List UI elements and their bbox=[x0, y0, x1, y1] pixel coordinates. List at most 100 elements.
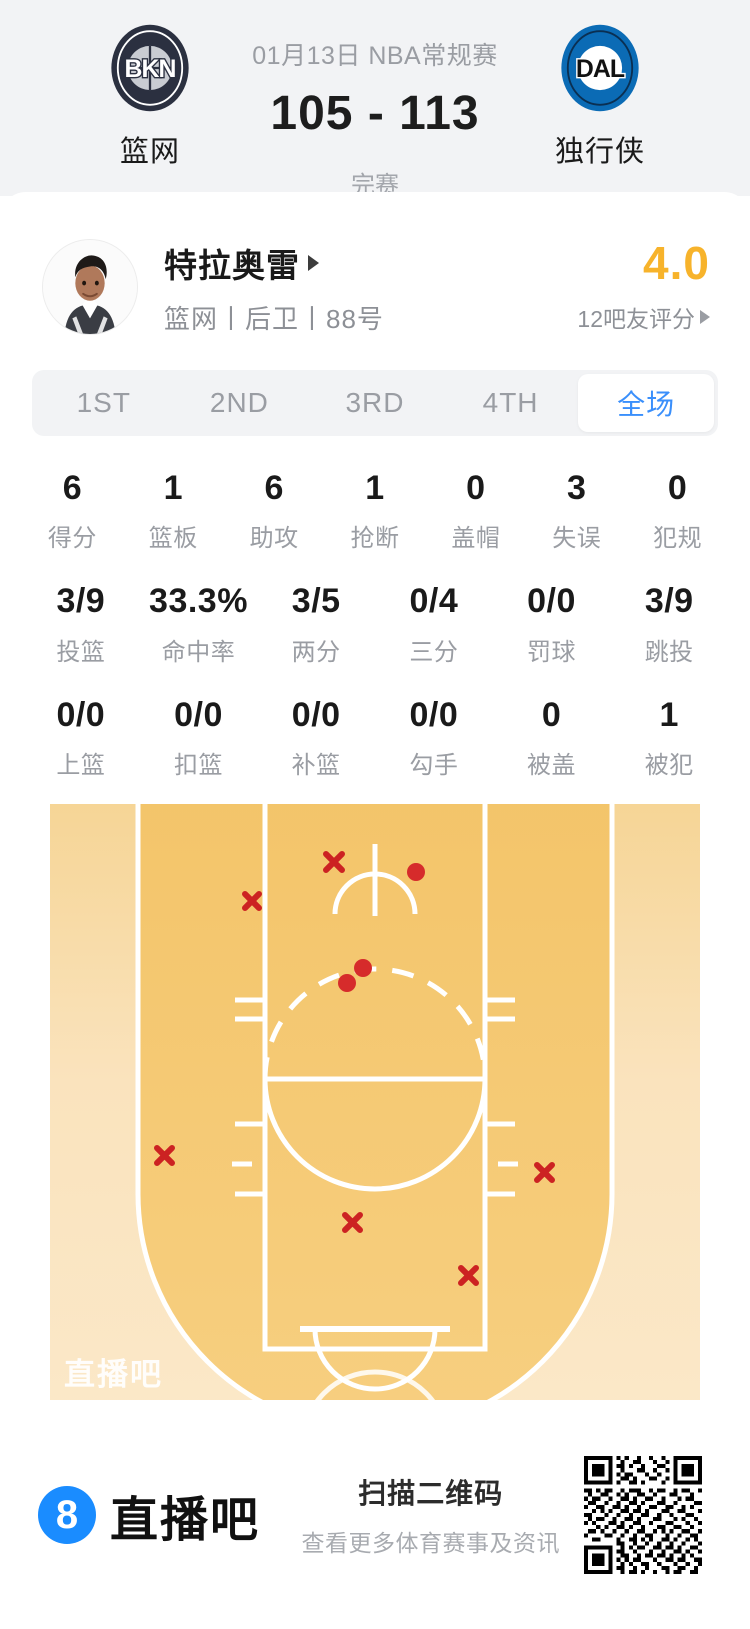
stat-putbacks: 0/0 补篮 bbox=[257, 695, 375, 780]
stat-label: 抢断 bbox=[350, 525, 400, 553]
stat-value: 0 bbox=[667, 469, 688, 507]
stat-value: 3 bbox=[567, 469, 587, 507]
stat-label: 助攻 bbox=[249, 525, 299, 553]
stat-rebounds: 1 篮板 bbox=[123, 469, 224, 553]
shot-chart-court[interactable]: 直播吧 bbox=[50, 804, 700, 1420]
footer-bar: 8 直播吧 扫描二维码 查看更多体育赛事及资讯 bbox=[0, 1400, 750, 1629]
brand-badge-icon: 8 bbox=[38, 1485, 96, 1544]
stat-value: 6 bbox=[62, 469, 83, 507]
made-shot-markers bbox=[338, 863, 425, 993]
stat-label: 被犯 bbox=[644, 752, 694, 780]
stat-label: 得分 bbox=[47, 525, 97, 553]
score-center: 01月13日 NBA常规赛 105 - 113 完赛 bbox=[240, 22, 510, 200]
stat-assists: 6 助攻 bbox=[224, 469, 325, 553]
stat-label: 上篮 bbox=[56, 752, 106, 780]
stat-label: 补篮 bbox=[291, 752, 341, 780]
stat-value: 0/0 bbox=[56, 695, 106, 734]
stat-value: 1 bbox=[659, 695, 679, 734]
stat-points: 6 得分 bbox=[22, 469, 123, 553]
player-avatar bbox=[42, 239, 138, 335]
player-row[interactable]: 特拉奥雷 篮网丨后卫丨88号 4.0 12吧友评分 bbox=[0, 218, 750, 344]
player-stats-card: 特拉奥雷 篮网丨后卫丨88号 4.0 12吧友评分 1ST 2ND 3RD 4T… bbox=[0, 192, 750, 1420]
stat-value: 0 bbox=[466, 469, 486, 507]
qr-code-icon[interactable] bbox=[584, 1455, 702, 1574]
stat-value: 3/9 bbox=[644, 582, 694, 621]
stat-field-goals: 3/9 投篮 bbox=[22, 582, 140, 666]
stat-value: 1 bbox=[365, 469, 385, 507]
game-meta: 01月13日 NBA常规赛 bbox=[252, 42, 498, 70]
stat-value: 1 bbox=[163, 469, 183, 507]
stat-label: 罚球 bbox=[527, 638, 577, 666]
stat-value: 0/0 bbox=[409, 695, 459, 734]
scoreboard-header: BKN 篮网 01月13日 NBA常规赛 105 - 113 完赛 DAL 独行… bbox=[0, 0, 750, 199]
rating-label: 12吧友评分 bbox=[577, 306, 695, 332]
court-watermark: 直播吧 bbox=[64, 1357, 163, 1393]
stat-label: 命中率 bbox=[161, 638, 236, 666]
stat-value: 0/0 bbox=[291, 695, 341, 734]
stat-fouls: 0 犯规 bbox=[627, 469, 728, 553]
stat-value: 0/0 bbox=[174, 695, 223, 734]
stat-value: 33.3% bbox=[149, 582, 248, 621]
dal-team-logo-icon: DAL bbox=[554, 22, 646, 114]
player-subline: 篮网丨后卫丨88号 bbox=[164, 303, 384, 334]
stat-shots-blocked: 0 被盖 bbox=[493, 695, 611, 780]
stat-blocks: 0 盖帽 bbox=[425, 469, 526, 553]
missed-shot-markers bbox=[154, 851, 555, 1287]
svg-text:BKN: BKN bbox=[124, 56, 175, 83]
stat-fg-percent: 33.3% 命中率 bbox=[140, 582, 258, 666]
stat-label: 勾手 bbox=[409, 752, 459, 780]
tab-4th[interactable]: 4TH bbox=[482, 387, 539, 418]
stat-label: 盖帽 bbox=[451, 525, 501, 553]
stat-label: 投篮 bbox=[56, 638, 106, 666]
chevron-right-icon bbox=[700, 310, 710, 324]
stat-label: 被盖 bbox=[527, 752, 577, 780]
rating-label-line[interactable]: 12吧友评分 bbox=[577, 300, 710, 334]
tab-2nd[interactable]: 2ND bbox=[209, 387, 269, 418]
rating-block[interactable]: 4.0 12吧友评分 bbox=[500, 240, 710, 334]
home-team-name: 篮网 bbox=[119, 136, 180, 168]
stat-fouls-drawn: 1 被犯 bbox=[610, 695, 728, 780]
stat-turnovers: 3 失误 bbox=[526, 469, 627, 553]
bkn-team-logo-icon: BKN bbox=[104, 22, 196, 114]
stat-layups: 0/0 上篮 bbox=[22, 695, 140, 780]
brand-logo[interactable]: 8 直播吧 bbox=[38, 1480, 302, 1550]
away-team-name: 独行侠 bbox=[554, 136, 645, 168]
stat-label: 犯规 bbox=[653, 525, 703, 553]
qr-title: 扫描二维码 bbox=[358, 1477, 504, 1509]
svg-text:DAL: DAL bbox=[576, 56, 625, 83]
stat-steals: 1 抢断 bbox=[325, 469, 426, 553]
stat-value: 3/5 bbox=[291, 582, 341, 621]
stat-label: 两分 bbox=[291, 638, 341, 666]
stat-value: 6 bbox=[264, 469, 284, 507]
stat-label: 三分 bbox=[409, 638, 459, 666]
stat-jump-shots: 3/9 跳投 bbox=[610, 582, 728, 666]
stat-value: 0 bbox=[541, 695, 562, 734]
chevron-right-icon bbox=[308, 254, 319, 271]
stat-free-throws: 0/0 罚球 bbox=[493, 582, 611, 666]
stats-row-shooting: 3/9 投篮 33.3% 命中率 3/5 两分 0/4 三分 0/0 罚球 3/… bbox=[22, 582, 728, 666]
final-score: 105 - 113 bbox=[270, 87, 480, 140]
tab-1st[interactable]: 1ST bbox=[76, 387, 131, 418]
stats-row-basic: 6 得分 1 篮板 6 助攻 1 抢断 0 盖帽 3 失误 bbox=[22, 469, 728, 553]
stat-two-pointers: 3/5 两分 bbox=[257, 582, 375, 666]
stats-row-shot-types: 0/0 上篮 0/0 扣篮 0/0 补篮 0/0 勾手 0 被盖 1 被犯 bbox=[22, 695, 728, 780]
player-name: 特拉奥雷 bbox=[164, 246, 300, 284]
rating-value: 4.0 bbox=[643, 237, 710, 289]
player-name-line[interactable]: 特拉奥雷 bbox=[164, 239, 500, 287]
player-text: 特拉奥雷 篮网丨后卫丨88号 bbox=[164, 239, 500, 336]
stats-block: 6 得分 1 篮板 6 助攻 1 抢断 0 盖帽 3 失误 bbox=[0, 469, 750, 780]
stat-value: 0/0 bbox=[527, 582, 576, 621]
stat-label: 跳投 bbox=[644, 638, 694, 666]
tab-3rd[interactable]: 3RD bbox=[345, 387, 405, 418]
stat-dunks: 0/0 扣篮 bbox=[140, 695, 258, 780]
stat-label: 扣篮 bbox=[174, 752, 223, 780]
stat-value: 3/9 bbox=[56, 582, 106, 621]
away-team[interactable]: DAL 独行侠 bbox=[510, 22, 690, 170]
stat-value: 0/4 bbox=[409, 582, 459, 621]
home-team[interactable]: BKN 篮网 bbox=[60, 22, 240, 170]
brand-name: 直播吧 bbox=[110, 1493, 261, 1547]
stat-label: 失误 bbox=[552, 525, 602, 553]
stat-label: 篮板 bbox=[148, 525, 198, 553]
period-tabs: 1ST 2ND 3RD 4TH 全场 bbox=[32, 370, 718, 436]
tab-full-game[interactable]: 全场 bbox=[578, 374, 714, 432]
